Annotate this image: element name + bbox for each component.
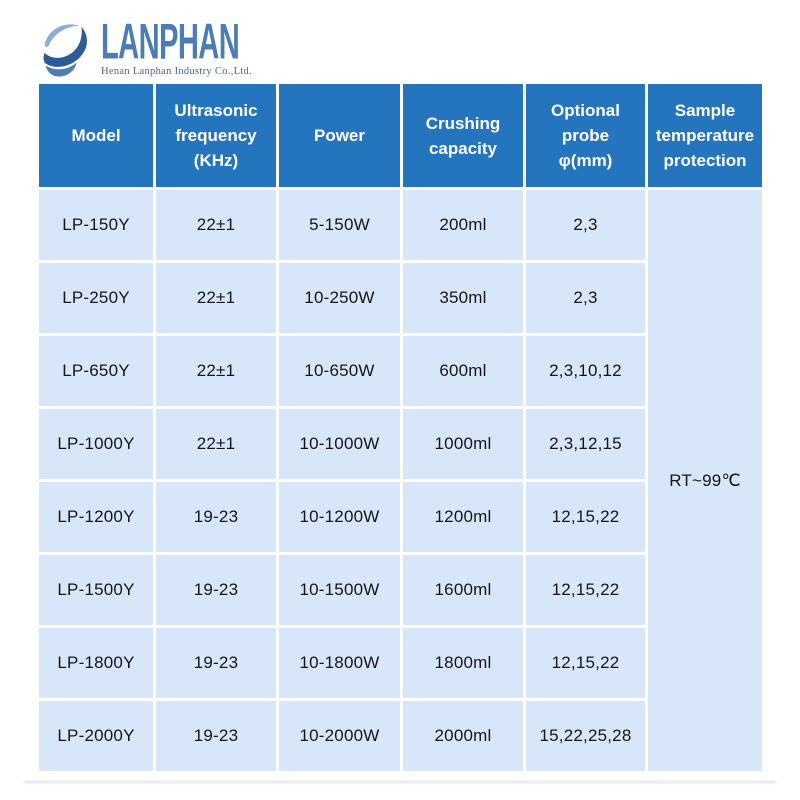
table-cell: LP-2000Y	[39, 701, 153, 771]
table-cell: LP-1000Y	[39, 409, 153, 479]
table-cell: LP-1500Y	[39, 555, 153, 625]
table-cell: 10-1000W	[279, 409, 400, 479]
table-cell: 19-23	[156, 482, 276, 552]
table-cell: 1800ml	[403, 628, 523, 698]
table-cell: 22±1	[156, 190, 276, 260]
table-cell: 5-150W	[279, 190, 400, 260]
table-cell: 22±1	[156, 409, 276, 479]
table-cell: 1000ml	[403, 409, 523, 479]
table-cell: LP-250Y	[39, 263, 153, 333]
table-cell: 10-250W	[279, 263, 400, 333]
column-header-model: Model	[39, 84, 153, 187]
table-cell: 600ml	[403, 336, 523, 406]
table-cell: 10-1200W	[279, 482, 400, 552]
table-cell: 22±1	[156, 263, 276, 333]
table-cell: 350ml	[403, 263, 523, 333]
brand-name: LANPHAN	[101, 12, 240, 69]
table-cell: 2,3	[526, 190, 645, 260]
table-cell: 1200ml	[403, 482, 523, 552]
table-cell: 10-2000W	[279, 701, 400, 771]
logo: LANPHAN Henan Lanphan Industry Co.,Ltd.	[31, 16, 324, 80]
divider-shadow	[24, 781, 776, 783]
table-cell: LP-1800Y	[39, 628, 153, 698]
table-cell: 19-23	[156, 701, 276, 771]
column-header-power: Power	[279, 84, 400, 187]
table-cell: 10-1500W	[279, 555, 400, 625]
column-header-frequency: Ultrasonic frequency (KHz)	[156, 84, 276, 187]
table-cell: LP-650Y	[39, 336, 153, 406]
table-cell: 2,3	[526, 263, 645, 333]
table-cell: 19-23	[156, 628, 276, 698]
merged-temperature-cell: RT~99℃	[648, 190, 762, 771]
table-cell: 15,22,25,28	[526, 701, 645, 771]
spec-table: Model Ultrasonic frequency (KHz) Power C…	[39, 84, 762, 771]
globe-swoosh-icon	[43, 24, 88, 77]
table-cell: 12,15,22	[526, 628, 645, 698]
table-cell: 2,3,10,12	[526, 336, 645, 406]
table-cell: 10-650W	[279, 336, 400, 406]
table-cell: 10-1800W	[279, 628, 400, 698]
column-header-capacity: Crushing capacity	[403, 84, 523, 187]
column-header-temperature: Sample temperature protection	[648, 84, 762, 187]
table-cell: 2,3,12,15	[526, 409, 645, 479]
table-cell: 2000ml	[403, 701, 523, 771]
table-cell: 12,15,22	[526, 482, 645, 552]
table-cell: 19-23	[156, 555, 276, 625]
table-cell: 1600ml	[403, 555, 523, 625]
table-cell: 22±1	[156, 336, 276, 406]
table-cell: 200ml	[403, 190, 523, 260]
table-cell: LP-1200Y	[39, 482, 153, 552]
table-cell: LP-150Y	[39, 190, 153, 260]
column-header-probe: Optional probe φ(mm)	[526, 84, 645, 187]
brand-tagline: Henan Lanphan Industry Co.,Ltd.	[101, 66, 253, 77]
logo-text: LANPHAN Henan Lanphan Industry Co.,Ltd.	[101, 16, 324, 77]
table-cell: 12,15,22	[526, 555, 645, 625]
